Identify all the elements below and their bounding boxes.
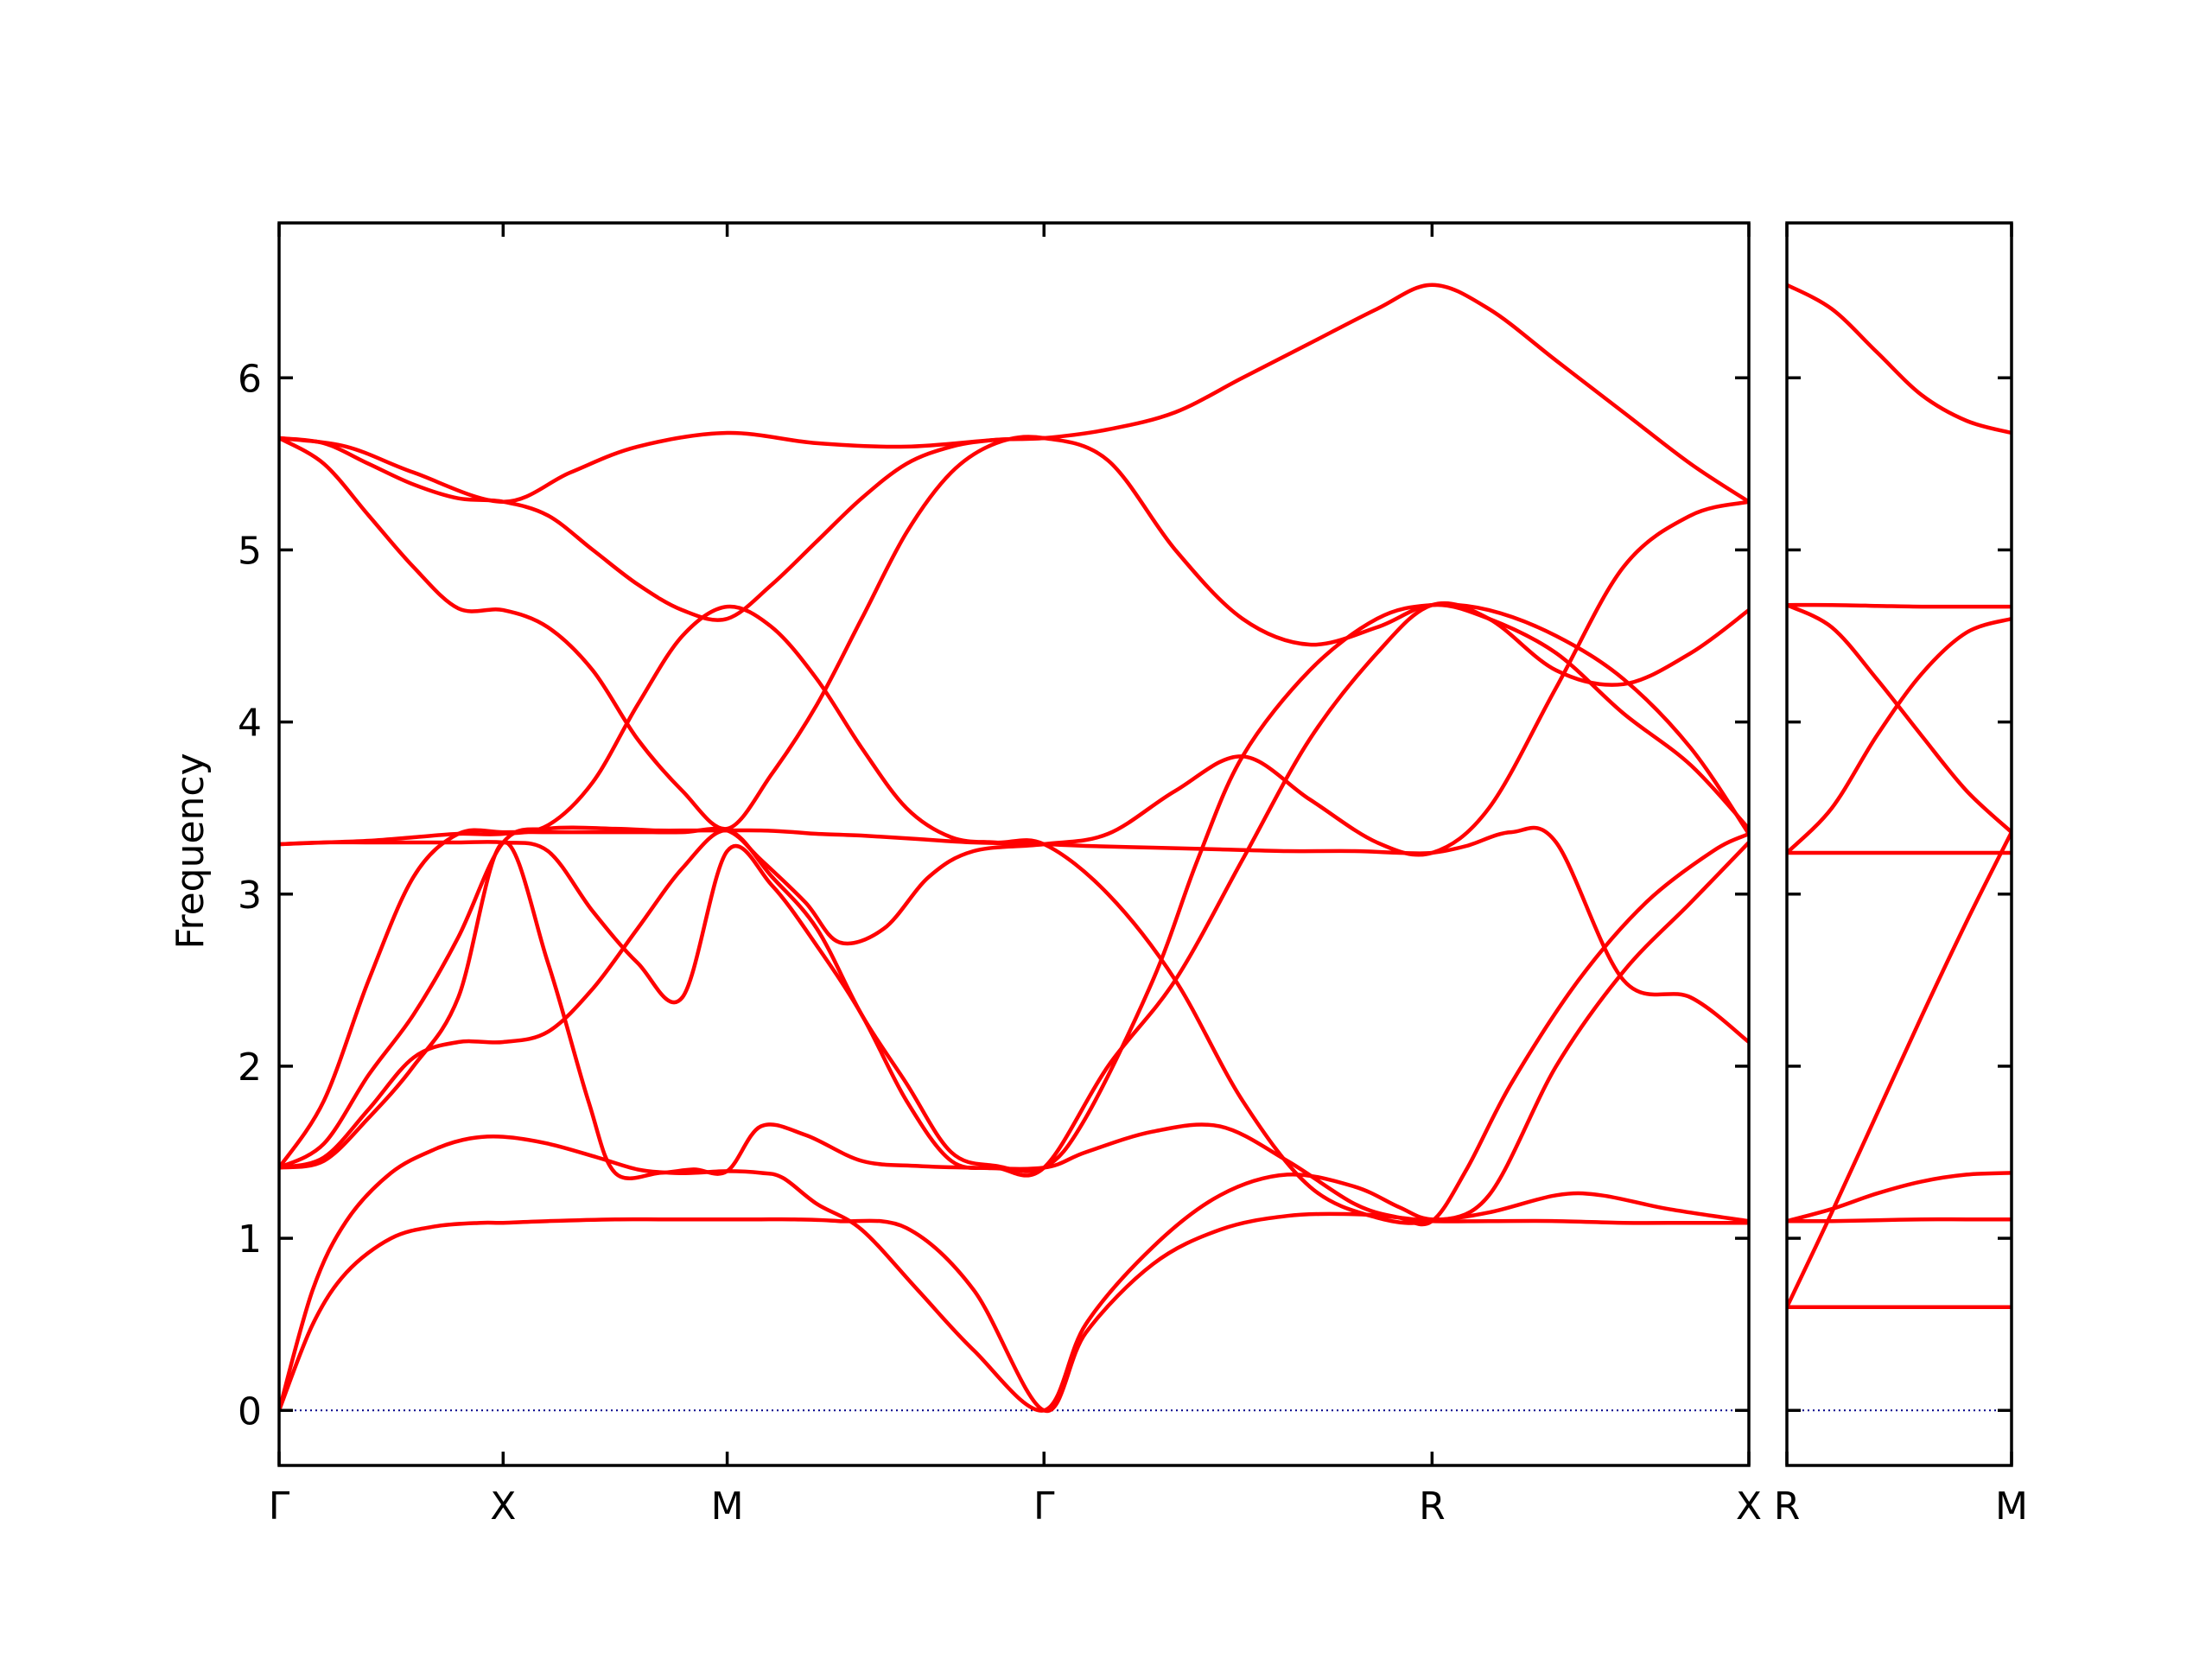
band-line-1-3	[1787, 830, 2012, 1310]
x-tick-label: R	[1419, 1484, 1446, 1529]
band-line-1-5	[1787, 616, 2012, 855]
y-tick-label: 4	[238, 702, 262, 746]
plot-frame	[277, 221, 1751, 1467]
band-line-0-5	[279, 602, 1749, 1173]
band-line-0-2	[279, 825, 1749, 1170]
x-tick-label: X	[1736, 1484, 1762, 1529]
band-line-0-9	[279, 283, 1749, 622]
x-tick-label: M	[1995, 1484, 2028, 1529]
band-line-1-7	[1787, 602, 2012, 609]
y-tick-label: 2	[238, 1046, 262, 1090]
y-tick-label: 0	[238, 1389, 262, 1433]
band-line-0-1	[279, 1134, 1749, 1413]
x-tick-label: R	[1774, 1484, 1801, 1529]
band-line-1-2	[1787, 1171, 2012, 1224]
x-tick-label: Γ	[1033, 1484, 1055, 1529]
y-tick-label: 3	[238, 874, 262, 918]
band-line-1-8	[1787, 283, 2012, 435]
y-tick-label: 5	[238, 529, 262, 573]
x-tick-label: X	[490, 1484, 516, 1529]
x-tick-label: M	[711, 1484, 744, 1529]
band-line-0-10	[279, 430, 1046, 504]
x-tick-label: Γ	[269, 1484, 290, 1529]
band-line-0-3	[279, 831, 1749, 1227]
band-line-0-6	[279, 604, 1749, 1225]
y-axis-label: Frequency	[168, 753, 213, 949]
panel-main: 0 1 2 3 4 5 6 Γ X M Γ R X	[238, 221, 1762, 1529]
band-line-0-7	[279, 601, 1749, 1178]
band-line-1-1	[1787, 1217, 2012, 1224]
y-tick-label: 1	[238, 1217, 262, 1262]
band-line-0-0	[279, 1211, 1749, 1414]
y-tick-label: 6	[238, 357, 262, 401]
band-line-1-6	[1787, 602, 2012, 835]
plot-frame	[1785, 221, 2013, 1467]
band-line-0-8	[279, 435, 1749, 831]
